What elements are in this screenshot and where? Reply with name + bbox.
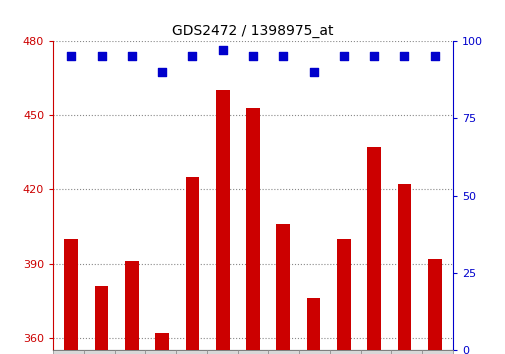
Point bbox=[430, 53, 438, 59]
Point bbox=[218, 47, 226, 53]
Point bbox=[97, 53, 106, 59]
Point bbox=[188, 53, 196, 59]
Point bbox=[369, 53, 377, 59]
Point bbox=[279, 53, 287, 59]
Bar bbox=[125, 261, 138, 350]
Bar bbox=[216, 90, 229, 350]
Point bbox=[128, 53, 136, 59]
Bar bbox=[94, 286, 108, 350]
Bar bbox=[185, 177, 199, 350]
Bar bbox=[64, 239, 78, 350]
Bar bbox=[427, 259, 441, 350]
Point bbox=[248, 53, 257, 59]
Bar bbox=[397, 184, 411, 350]
Point bbox=[67, 53, 75, 59]
Point bbox=[339, 53, 347, 59]
Bar bbox=[246, 108, 259, 350]
Bar bbox=[367, 147, 380, 350]
Bar bbox=[306, 298, 320, 350]
Bar bbox=[155, 333, 169, 350]
Point bbox=[158, 69, 166, 74]
Bar bbox=[336, 239, 350, 350]
Point bbox=[399, 53, 408, 59]
Title: GDS2472 / 1398975_at: GDS2472 / 1398975_at bbox=[172, 24, 333, 38]
Bar bbox=[276, 224, 289, 350]
Point bbox=[309, 69, 317, 74]
